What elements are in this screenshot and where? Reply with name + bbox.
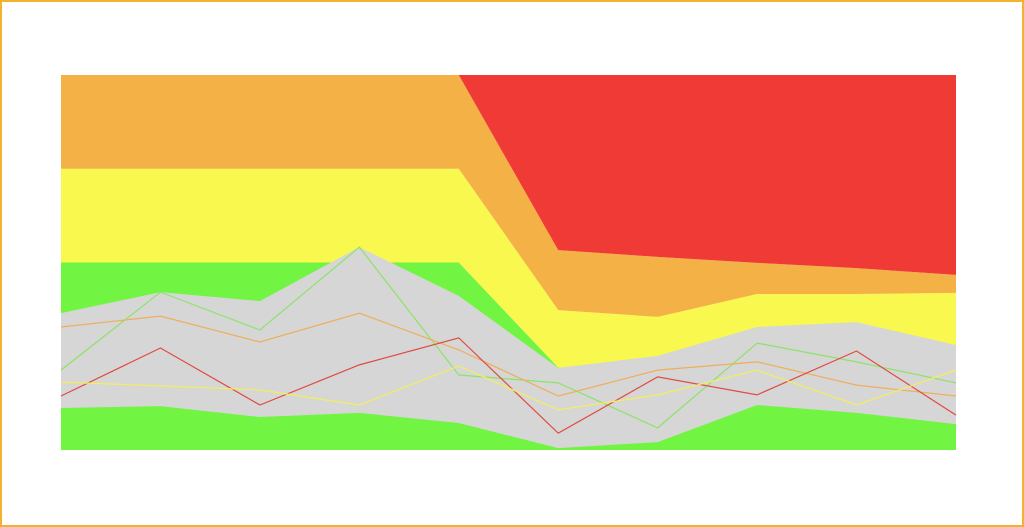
stacked-area [61, 75, 956, 275]
stacked-area [61, 75, 956, 317]
series-line [60, 337, 957, 434]
range-band [61, 247, 956, 449]
stacked-area [61, 168, 956, 368]
series-line [60, 365, 957, 411]
series-line [60, 246, 957, 429]
